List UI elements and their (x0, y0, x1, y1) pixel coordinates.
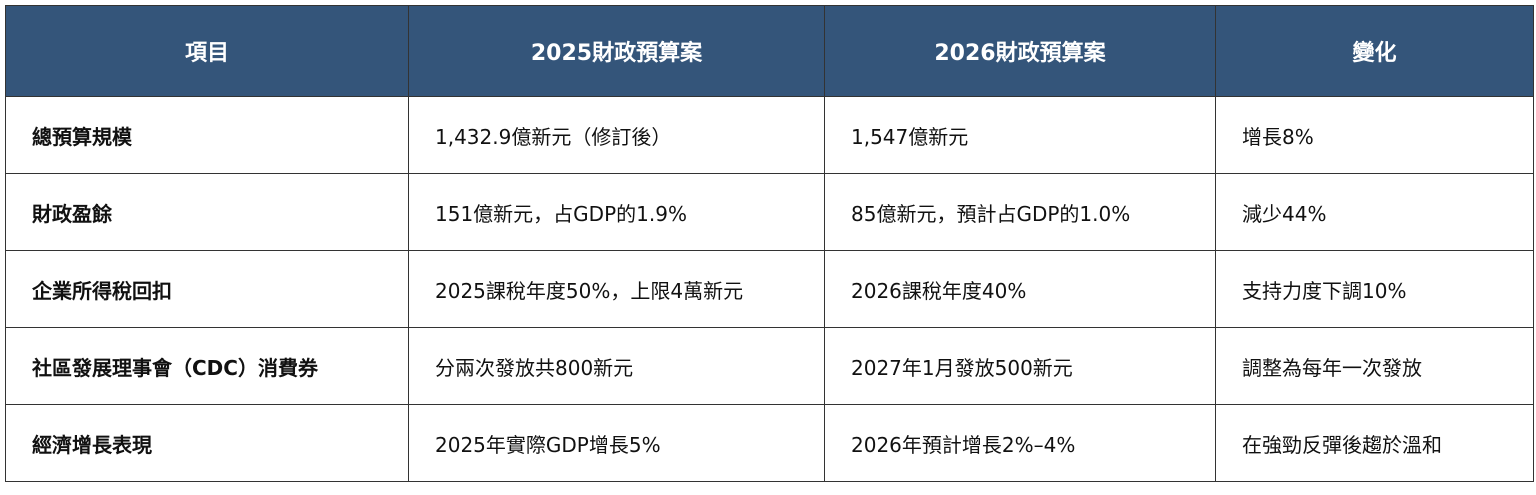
cell: 2026年預計增長2%–4% (824, 404, 1216, 482)
cell: 2025年實際GDP增長5% (408, 404, 825, 482)
table-row: 經濟增長表現 2025年實際GDP增長5% 2026年預計增長2%–4% 在強勁反彈後… (5, 404, 1534, 482)
table-body: 總預算規模 1,432.9億新元（修訂後） 1,547億新元 增長8% 財政盈餘 151億… (5, 96, 1534, 482)
cell: 2025課稅年度50%，上限4萬新元 (408, 250, 825, 328)
cell: 85億新元，預計占GDP的1.0% (824, 173, 1216, 251)
cell: 2026課稅年度40% (824, 250, 1216, 328)
cell: 1,432.9億新元（修訂後） (408, 96, 825, 174)
table-row: 財政盈餘 151億新元，占GDP的1.9% 85億新元，預計占GDP的1.0% 減少4… (5, 173, 1534, 251)
cell: 151億新元，占GDP的1.9% (408, 173, 825, 251)
header-cell: 項目 (5, 5, 409, 97)
row-label: 企業所得稅回扣 (5, 250, 409, 328)
header-row: 項目 2025財政預算案 2026財政預算案 變化 (5, 5, 1534, 97)
table-row: 企業所得稅回扣 2025課稅年度50%，上限4萬新元 2026課稅年度40% 支持力度… (5, 250, 1534, 328)
header-cell: 2026財政預算案 (824, 5, 1216, 97)
header-cell: 變化 (1215, 5, 1534, 97)
row-label: 財政盈餘 (5, 173, 409, 251)
cell: 支持力度下調10% (1215, 250, 1534, 328)
budget-table: 項目 2025財政預算案 2026財政預算案 變化 總預算規模 1,432.9億新元（修… (5, 5, 1534, 482)
header-cell: 2025財政預算案 (408, 5, 825, 97)
table-row: 社區發展理事會（CDC）消費券 分兩次發放共800新元 2027年1月發放500新元… (5, 327, 1534, 405)
table-row: 總預算規模 1,432.9億新元（修訂後） 1,547億新元 增長8% (5, 96, 1534, 174)
cell: 1,547億新元 (824, 96, 1216, 174)
row-label: 經濟增長表現 (5, 404, 409, 482)
cell: 調整為每年一次發放 (1215, 327, 1534, 405)
row-label: 總預算規模 (5, 96, 409, 174)
row-label: 社區發展理事會（CDC）消費券 (5, 327, 409, 405)
cell: 在強勁反彈後趨於溫和 (1215, 404, 1534, 482)
cell: 減少44% (1215, 173, 1534, 251)
cell: 2027年1月發放500新元 (824, 327, 1216, 405)
cell: 分兩次發放共800新元 (408, 327, 825, 405)
cell: 增長8% (1215, 96, 1534, 174)
